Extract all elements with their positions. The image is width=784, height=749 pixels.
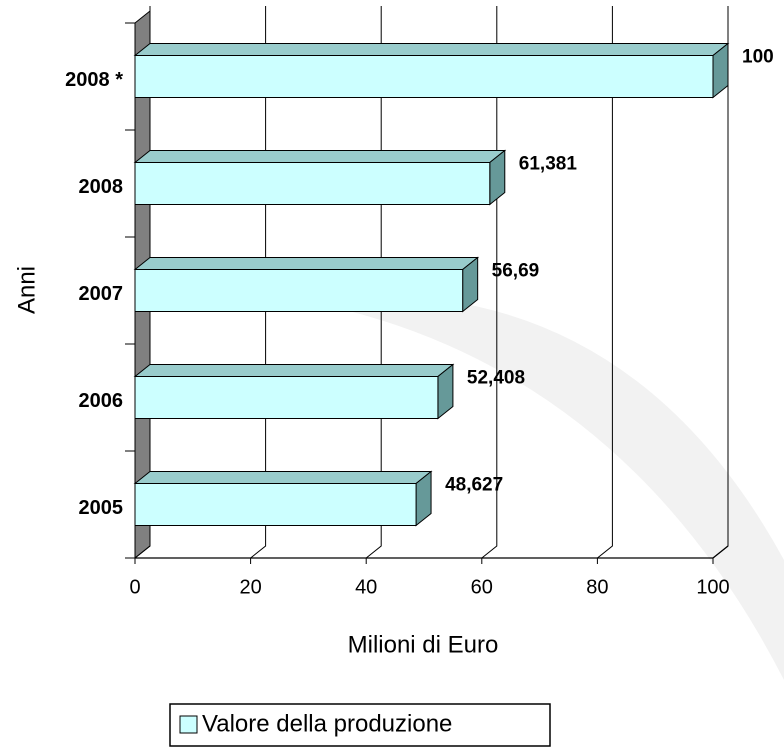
bar-top	[133, 257, 480, 270]
legend-box	[169, 703, 551, 747]
bar-group	[133, 470, 433, 527]
bar	[134, 483, 417, 526]
grid-line	[712, 6, 729, 559]
legend: Valore della produzione	[169, 703, 551, 747]
bar	[134, 269, 464, 312]
bar-top	[133, 364, 455, 377]
x-axis-title: Milioni di Euro	[348, 631, 499, 658]
bar	[134, 162, 491, 205]
x-tick-label: 80	[586, 576, 608, 598]
bar	[134, 376, 439, 419]
grid-line	[597, 6, 613, 559]
value-label: 56,69	[492, 261, 540, 282]
x-tick-label: 20	[239, 576, 261, 598]
bar-top	[133, 43, 730, 56]
x-tick-label: 60	[471, 576, 493, 598]
y-tick-label: 2006	[79, 390, 124, 412]
legend-label: Valore della produzione	[202, 710, 452, 737]
bar-group	[133, 42, 730, 99]
value-label: 52,408	[467, 368, 525, 389]
y-tick-label: 2005	[79, 497, 124, 519]
bar-group	[133, 363, 455, 420]
bar-group	[133, 256, 480, 313]
y-axis-title: Anni	[13, 266, 40, 314]
value-label: 61,381	[519, 154, 578, 175]
bar-top	[133, 471, 433, 484]
bar	[134, 55, 714, 98]
x-tick-label: 0	[129, 576, 140, 598]
value-label: 48,627	[445, 475, 503, 496]
legend-swatch	[179, 715, 198, 734]
background-swoosh	[300, 295, 784, 680]
x-tick-label: 40	[355, 576, 377, 598]
floor	[135, 545, 729, 559]
bar-top	[133, 150, 507, 163]
x-tick-label: 100	[696, 576, 729, 598]
y-tick-label: 2008 *	[65, 69, 123, 91]
y-tick-label: 2008	[79, 176, 124, 198]
y-tick-label: 2007	[79, 283, 124, 305]
bar-group	[133, 149, 507, 206]
value-label: 100	[742, 47, 774, 68]
